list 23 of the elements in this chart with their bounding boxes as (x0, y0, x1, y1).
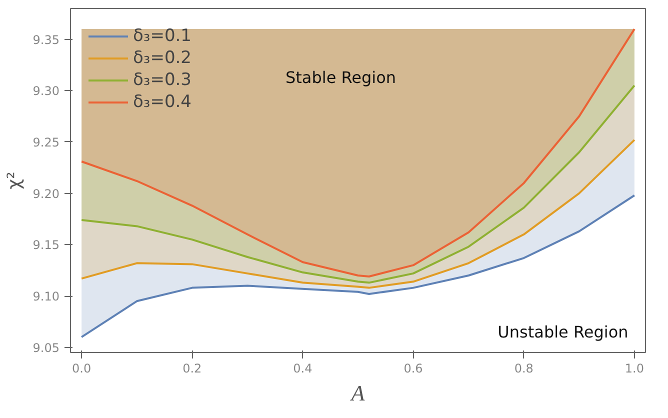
y-tick-label: 9.35 (32, 32, 60, 47)
legend-label: δ₃=0.3 (133, 70, 192, 90)
x-tick-label: 0.6 (404, 362, 423, 376)
legend-label: δ₃=0.4 (133, 92, 192, 112)
x-tick-label: 0.4 (293, 362, 312, 376)
y-tick-label: 9.30 (32, 84, 60, 98)
annotation: Unstable Region (498, 322, 628, 342)
x-axis-title: A (349, 380, 366, 406)
x-tick-label: 1.0 (624, 362, 644, 376)
annotation: Stable Region (285, 68, 396, 87)
y-tick-label: 9.25 (32, 135, 60, 150)
line-series (80, 138, 636, 289)
legend-label: δ₃=0.1 (133, 26, 192, 46)
legend-label: δ₃=0.2 (133, 48, 192, 68)
y-axis-title: χ² (4, 172, 25, 190)
x-tick-label: 0.0 (72, 362, 92, 376)
y-tick-label: 9.05 (32, 340, 60, 355)
y-tick-label: 9.20 (32, 186, 60, 201)
y-tick-label: 9.15 (32, 238, 60, 252)
x-tick-label: 0.8 (514, 362, 534, 376)
line-series (80, 84, 636, 284)
y-tick-label: 9.10 (32, 290, 60, 304)
x-tick-label: 0.2 (182, 362, 202, 376)
